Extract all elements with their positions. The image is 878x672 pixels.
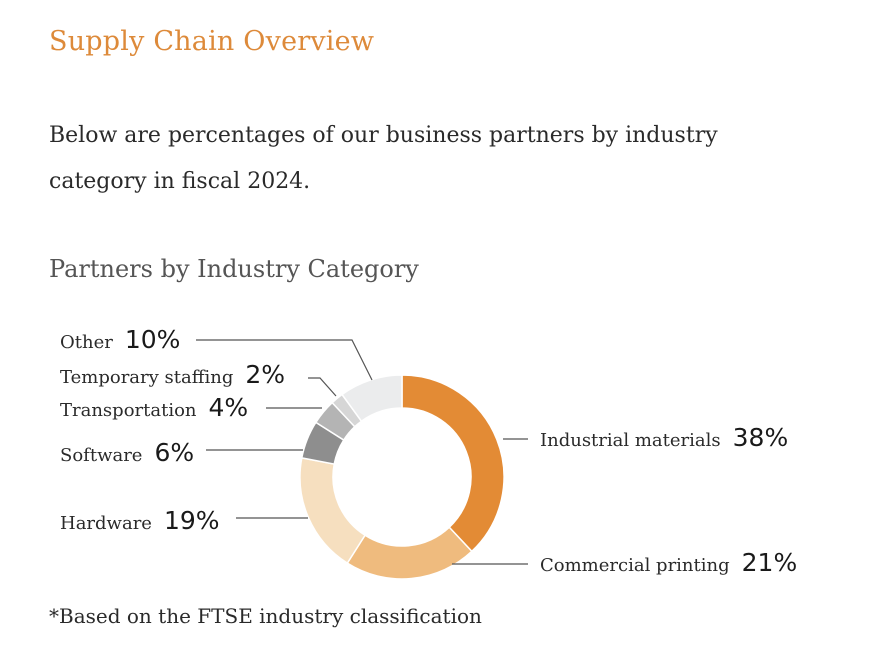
slice-label-other: Other 10% (60, 325, 180, 354)
leader-line-other (196, 339, 373, 381)
percent-label: 6% (154, 438, 194, 467)
intro-text: Below are percentages of our business pa… (49, 123, 718, 194)
percent-label: 19% (164, 506, 220, 535)
category-label: Temporary staffing (60, 367, 233, 388)
slice-label-hardware: Hardware 19% (60, 506, 220, 535)
percent-label: 10% (125, 325, 181, 354)
slice-label-software: Software 6% (60, 438, 194, 467)
category-label: Transportation (60, 400, 197, 421)
percent-label: 38% (733, 423, 789, 452)
percent-label: 2% (245, 360, 285, 389)
category-label: Industrial materials (540, 430, 721, 451)
donut-slices (299, 374, 505, 580)
slice-label-temporary-staffing: Temporary staffing 2% (60, 360, 285, 389)
percent-label: 21% (742, 548, 798, 577)
donut-chart: Industrial materials 38% Commercial printi… (60, 325, 797, 580)
category-label: Commercial printing (540, 555, 730, 576)
slice-other (340, 374, 403, 423)
slice-labels: Industrial materials 38% Commercial printi… (60, 325, 797, 577)
slice-label-commercial-printing: Commercial printing 21% (540, 548, 797, 577)
slice-label-industrial-materials: Industrial materials 38% (540, 423, 788, 452)
chart-title: Partners by Industry Category (49, 255, 419, 283)
leader-lines (196, 339, 528, 565)
percent-label: 4% (209, 393, 249, 422)
page-title: Supply Chain Overview (49, 26, 375, 57)
category-label: Other (60, 332, 113, 353)
slice-hardware (299, 457, 367, 565)
slice-industrial-materials (401, 374, 505, 553)
category-label: Hardware (60, 513, 152, 534)
category-label: Software (60, 445, 142, 466)
slice-label-transportation: Transportation 4% (60, 393, 248, 422)
footnote: *Based on the FTSE industry classificati… (49, 604, 482, 628)
leader-line-temporary-staffing (308, 377, 337, 397)
